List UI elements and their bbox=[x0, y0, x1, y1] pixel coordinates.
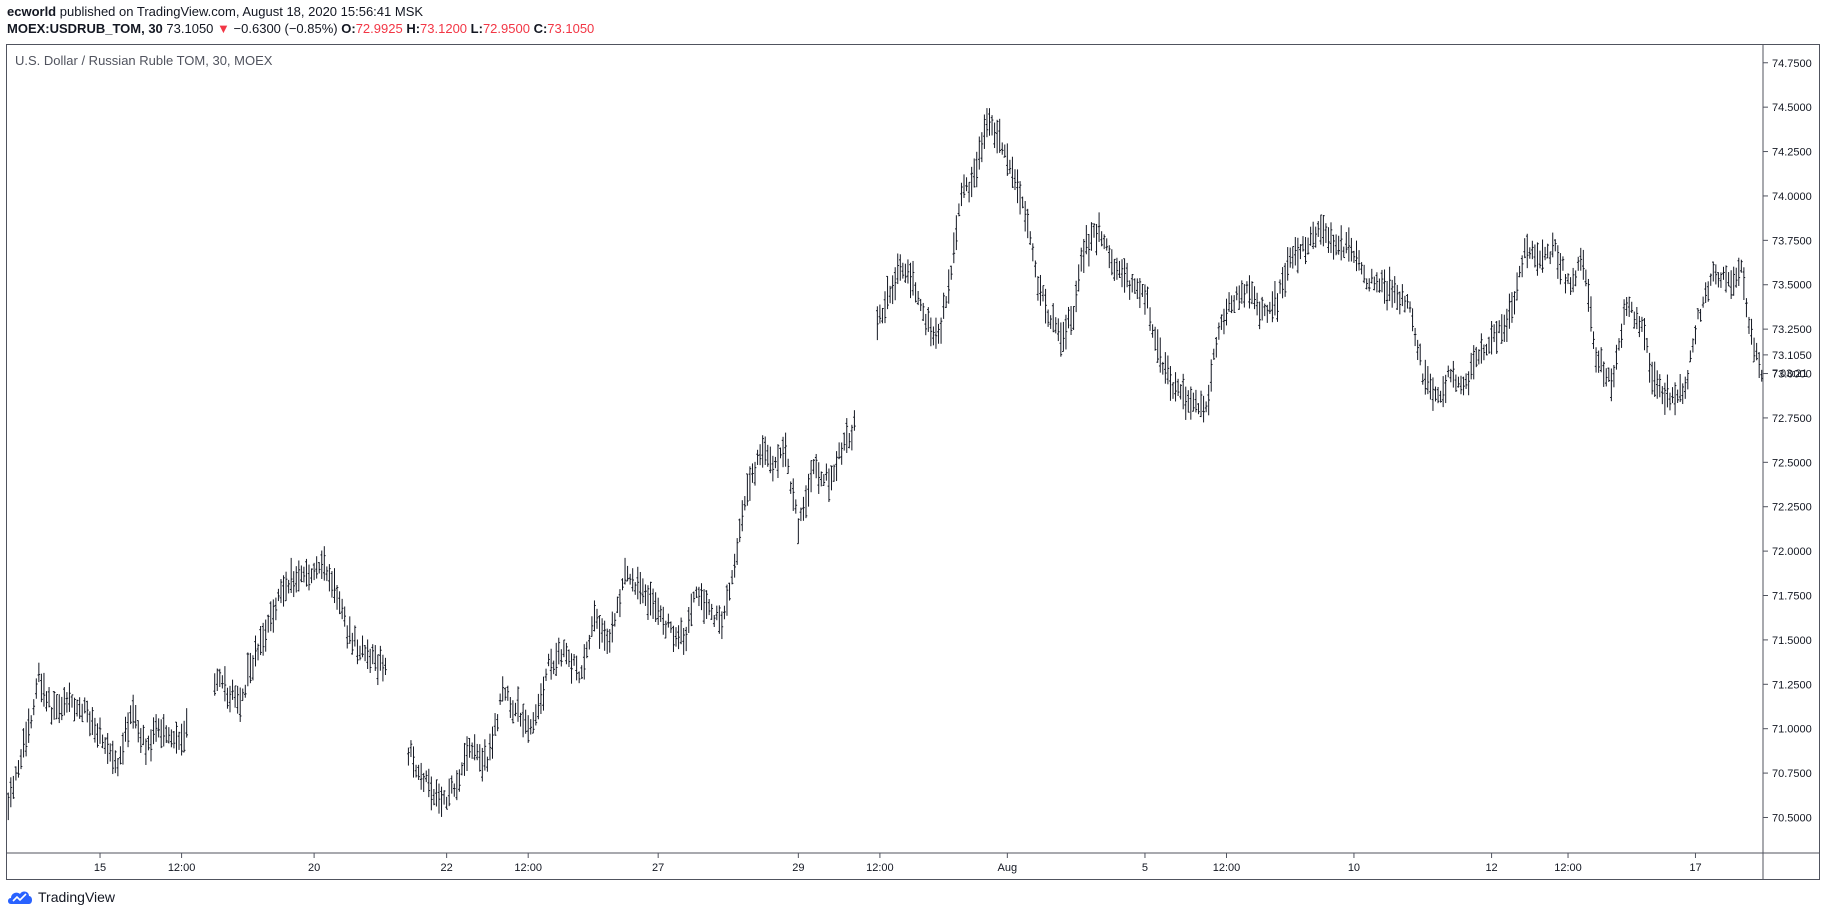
y-tick-label: 72.2500 bbox=[1772, 502, 1812, 514]
symbol-line: MOEX:USDRUB_TOM, 30 73.1050 ▼ −0.6300 (−… bbox=[7, 21, 594, 37]
open-label: O: bbox=[341, 21, 356, 36]
last-price: 73.1050 bbox=[166, 21, 214, 36]
y-tick-label: 71.2500 bbox=[1772, 679, 1812, 691]
symbol-label: MOEX:USDRUB_TOM, 30 bbox=[7, 21, 163, 36]
low-value: 72.9500 bbox=[482, 21, 530, 36]
y-tick-label: 72.0000 bbox=[1772, 546, 1812, 558]
x-tick-label: 12:00 bbox=[1554, 862, 1582, 874]
y-tick-label: 74.2500 bbox=[1772, 147, 1812, 159]
countdown-label: 03:21 bbox=[1780, 368, 1808, 380]
x-tick-label: 12:00 bbox=[168, 862, 196, 874]
y-tick-label: 73.2500 bbox=[1772, 324, 1812, 336]
author-name[interactable]: ecworld bbox=[7, 4, 57, 19]
high-label: H: bbox=[406, 21, 421, 36]
high-value: 73.1200 bbox=[420, 21, 468, 36]
x-tick-label: 17 bbox=[1689, 862, 1701, 874]
last-price-label: 73.1050 bbox=[1772, 350, 1812, 362]
y-tick-label: 73.7500 bbox=[1772, 235, 1812, 247]
publish-line: ecworld published on TradingView.com, Au… bbox=[7, 4, 423, 20]
y-tick-label: 72.5000 bbox=[1772, 457, 1812, 469]
x-tick-label: 12:00 bbox=[514, 862, 542, 874]
x-tick-label: 27 bbox=[652, 862, 664, 874]
footer-brand[interactable]: TradingView bbox=[7, 889, 115, 905]
y-tick-label: 73.0000 bbox=[1772, 369, 1812, 381]
x-tick-label: 20 bbox=[308, 862, 320, 874]
x-tick-label: 15 bbox=[94, 862, 106, 874]
close-value: 73.1050 bbox=[547, 21, 595, 36]
x-tick-label: 10 bbox=[1348, 862, 1360, 874]
publish-info: published on TradingView.com, August 18,… bbox=[59, 4, 424, 19]
y-tick-label: 71.0000 bbox=[1772, 724, 1812, 736]
down-arrow-icon: ▼ bbox=[217, 21, 230, 36]
open-value: 72.9925 bbox=[355, 21, 403, 36]
x-tick-label: 12:00 bbox=[866, 862, 894, 874]
close-label: C: bbox=[533, 21, 548, 36]
y-tick-label: 72.7500 bbox=[1772, 413, 1812, 425]
countdown-prefix: 7 bbox=[1772, 368, 1778, 380]
y-tick-label: 74.5000 bbox=[1772, 102, 1812, 114]
y-tick-label: 71.7500 bbox=[1772, 591, 1812, 603]
x-tick-label: 5 bbox=[1142, 862, 1148, 874]
chart-frame bbox=[6, 44, 1820, 880]
y-tick-label: 73.5000 bbox=[1772, 280, 1812, 292]
tradingview-logo-icon bbox=[8, 891, 32, 904]
x-tick-label: 12:00 bbox=[1213, 862, 1241, 874]
price-change: −0.6300 (−0.85%) bbox=[233, 21, 338, 36]
x-tick-label: 22 bbox=[441, 862, 453, 874]
low-label: L: bbox=[470, 21, 483, 36]
y-tick-label: 70.7500 bbox=[1772, 768, 1812, 780]
footer-brand-label: TradingView bbox=[38, 889, 116, 905]
y-tick-label: 70.5000 bbox=[1772, 812, 1812, 824]
x-tick-label: Aug bbox=[998, 862, 1018, 874]
x-tick-label: 12 bbox=[1485, 862, 1497, 874]
y-tick-label: 74.7500 bbox=[1772, 58, 1812, 70]
chart-title: U.S. Dollar / Russian Ruble TOM, 30, MOE… bbox=[15, 53, 273, 68]
x-tick-label: 29 bbox=[792, 862, 804, 874]
y-tick-label: 71.5000 bbox=[1772, 635, 1812, 647]
y-tick-label: 74.0000 bbox=[1772, 191, 1812, 203]
